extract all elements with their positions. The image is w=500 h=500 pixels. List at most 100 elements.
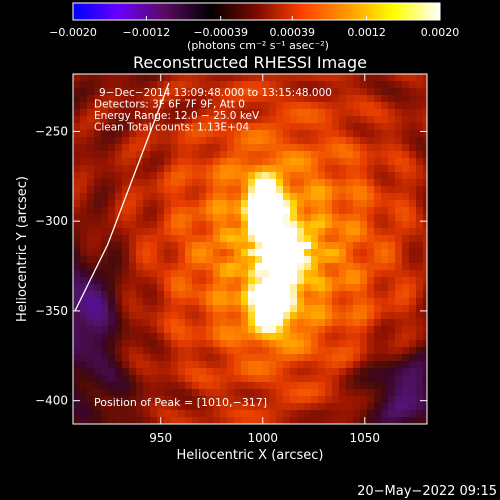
image-pixel xyxy=(346,116,354,124)
image-pixel xyxy=(122,340,130,348)
image-pixel xyxy=(276,158,284,166)
x-tick-label: 1050 xyxy=(349,431,380,445)
image-pixel xyxy=(255,235,263,243)
image-pixel xyxy=(325,312,333,320)
image-pixel xyxy=(220,368,228,376)
image-pixel xyxy=(374,88,382,96)
image-pixel xyxy=(241,263,249,271)
image-pixel xyxy=(129,81,137,89)
image-pixel xyxy=(122,382,130,390)
image-pixel xyxy=(171,123,179,131)
image-pixel xyxy=(136,326,144,334)
image-pixel xyxy=(339,74,347,82)
image-pixel xyxy=(213,368,221,376)
image-pixel xyxy=(325,102,333,110)
image-pixel xyxy=(164,137,172,145)
image-pixel xyxy=(360,368,368,376)
image-pixel xyxy=(290,193,298,201)
image-pixel xyxy=(416,291,424,299)
image-pixel xyxy=(234,403,242,411)
image-pixel xyxy=(80,95,88,103)
image-pixel xyxy=(304,368,312,376)
image-pixel xyxy=(283,172,291,180)
image-pixel xyxy=(136,403,144,411)
annotation-line: Clean Total counts: 1.13E+04 xyxy=(94,122,249,134)
image-pixel xyxy=(150,123,158,131)
image-pixel xyxy=(248,396,256,404)
image-pixel xyxy=(360,200,368,208)
image-pixel xyxy=(402,263,410,271)
image-pixel xyxy=(332,354,340,362)
image-pixel xyxy=(255,130,263,138)
image-pixel xyxy=(206,354,214,362)
image-pixel xyxy=(185,270,193,278)
image-pixel xyxy=(325,410,333,418)
image-pixel xyxy=(80,389,88,397)
image-pixel xyxy=(164,242,172,250)
image-pixel xyxy=(374,102,382,110)
image-pixel xyxy=(206,375,214,383)
image-pixel xyxy=(304,123,312,131)
image-pixel xyxy=(416,179,424,187)
image-pixel xyxy=(325,368,333,376)
image-pixel xyxy=(332,410,340,418)
image-pixel xyxy=(325,186,333,194)
image-pixel xyxy=(94,256,102,264)
image-pixel xyxy=(297,284,305,292)
image-pixel xyxy=(297,74,305,82)
colorbar xyxy=(72,2,441,21)
image-pixel xyxy=(402,298,410,306)
image-pixel xyxy=(234,347,242,355)
image-pixel xyxy=(234,277,242,285)
image-pixel xyxy=(262,193,270,201)
image-pixel xyxy=(283,270,291,278)
image-pixel xyxy=(234,389,242,397)
image-pixel xyxy=(409,256,417,264)
image-pixel xyxy=(276,389,284,397)
image-pixel xyxy=(269,165,277,173)
image-pixel xyxy=(206,88,214,96)
image-pixel xyxy=(395,340,403,348)
image-pixel xyxy=(164,396,172,404)
image-pixel xyxy=(199,130,207,138)
image-pixel xyxy=(318,102,326,110)
image-pixel xyxy=(395,130,403,138)
image-pixel xyxy=(150,389,158,397)
image-pixel xyxy=(276,368,284,376)
image-pixel xyxy=(416,137,424,145)
image-pixel xyxy=(143,165,151,173)
image-pixel xyxy=(185,389,193,397)
image-pixel xyxy=(122,186,130,194)
image-pixel xyxy=(248,333,256,341)
image-pixel xyxy=(248,172,256,180)
image-pixel xyxy=(87,186,95,194)
image-pixel xyxy=(262,249,270,257)
image-pixel xyxy=(220,375,228,383)
image-pixel xyxy=(339,144,347,152)
image-pixel xyxy=(136,200,144,208)
image-pixel xyxy=(122,263,130,271)
image-pixel xyxy=(73,396,81,404)
image-pixel xyxy=(297,417,305,424)
image-pixel xyxy=(297,389,305,397)
image-pixel xyxy=(241,221,249,229)
image-pixel xyxy=(136,165,144,173)
image-pixel xyxy=(73,214,81,222)
image-pixel xyxy=(360,165,368,173)
image-pixel xyxy=(108,95,116,103)
image-pixel xyxy=(262,214,270,222)
image-pixel xyxy=(353,144,361,152)
image-pixel xyxy=(115,389,123,397)
image-pixel xyxy=(73,95,81,103)
image-pixel xyxy=(80,361,88,369)
image-pixel xyxy=(101,207,109,215)
image-pixel xyxy=(381,165,389,173)
image-pixel xyxy=(367,228,375,236)
image-pixel xyxy=(73,270,81,278)
image-pixel xyxy=(304,284,312,292)
image-pixel xyxy=(318,109,326,117)
image-pixel xyxy=(87,361,95,369)
image-pixel xyxy=(388,305,396,313)
image-pixel xyxy=(192,305,200,313)
image-pixel xyxy=(220,403,228,411)
